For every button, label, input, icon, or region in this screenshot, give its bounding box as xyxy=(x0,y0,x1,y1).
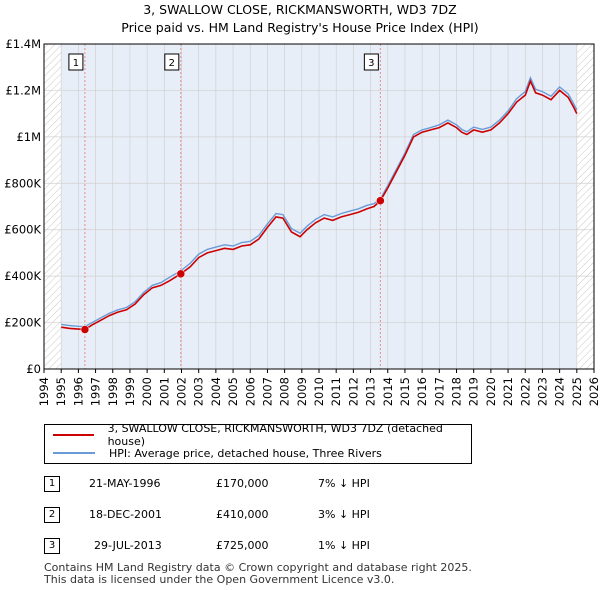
x-tick-label: 2008 xyxy=(278,377,292,406)
legend-label-property: 3, SWALLOW CLOSE, RICKMANSWORTH, WD3 7DZ… xyxy=(107,422,443,448)
property-price-line xyxy=(61,78,578,331)
x-tick-label: 2006 xyxy=(243,377,257,406)
y-tick-label: £400K xyxy=(4,269,41,283)
sale-label-number: 1 xyxy=(73,58,79,69)
transaction-hpi-diff: 7% ↓ HPI xyxy=(318,477,370,490)
transaction-hpi-diff: 3% ↓ HPI xyxy=(318,508,370,521)
legend-swatch-hpi xyxy=(53,452,95,454)
x-tick-label: 1994 xyxy=(37,377,51,406)
y-tick-label: £200K xyxy=(4,316,41,330)
hpi-line xyxy=(61,75,578,328)
y-tick-label: £1.2M xyxy=(5,83,41,97)
sale-point xyxy=(80,325,90,334)
x-tick-label: 2010 xyxy=(312,377,326,406)
y-tick-label: £1.4M xyxy=(5,37,41,51)
y-tick-label: £600K xyxy=(4,223,41,237)
x-tick-label: 1998 xyxy=(106,377,120,406)
sale-point xyxy=(176,269,186,279)
legend-label-hpi: HPI: Average price, detached house, Thre… xyxy=(109,446,382,460)
x-tick-label: 2012 xyxy=(346,377,360,406)
x-tick-label: 2007 xyxy=(260,377,274,406)
sale-label-box xyxy=(68,53,84,71)
x-tick-label: 1997 xyxy=(89,377,103,406)
sale-label-box xyxy=(164,53,180,71)
x-tick-label: 2001 xyxy=(157,377,171,406)
transaction-number-badge: 2 xyxy=(44,507,60,523)
x-tick-label: 2005 xyxy=(226,377,240,406)
legend-swatch-property xyxy=(53,434,94,436)
y-tick-label: £1M xyxy=(16,130,41,144)
x-tick-label: 2024 xyxy=(553,377,567,406)
x-tick-label: 2004 xyxy=(209,377,223,406)
x-tick-label: 2026 xyxy=(587,377,600,406)
transaction-price: £725,000 xyxy=(216,539,269,552)
x-tick-label: 2009 xyxy=(295,377,309,406)
x-tick-label: 2002 xyxy=(175,377,189,406)
chart-title-line1: 3, SWALLOW CLOSE, RICKMANSWORTH, WD3 7DZ xyxy=(143,2,457,17)
table-row: 3 29-JUL-2013 £725,000 1% ↓ HPI xyxy=(0,536,600,556)
x-tick-label: 2015 xyxy=(398,377,412,406)
legend-item-property: 3, SWALLOW CLOSE, RICKMANSWORTH, WD3 7DZ… xyxy=(53,422,471,448)
x-tick-label: 2023 xyxy=(535,377,549,406)
x-tick-label: 1999 xyxy=(123,377,137,406)
x-tick-label: 2021 xyxy=(501,377,515,406)
x-tick-label: 2003 xyxy=(192,377,206,406)
sale-label-number: 3 xyxy=(368,58,374,69)
x-tick-label: 2013 xyxy=(364,377,378,406)
y-tick-label: £800K xyxy=(4,176,41,190)
x-tick-label: 2000 xyxy=(140,377,154,406)
legend: 3, SWALLOW CLOSE, RICKMANSWORTH, WD3 7DZ… xyxy=(44,422,472,464)
sale-point xyxy=(376,196,385,205)
transaction-number-badge: 3 xyxy=(44,538,60,554)
transaction-date: 21-MAY-1996 xyxy=(89,477,161,490)
x-tick-label: 2014 xyxy=(381,377,395,406)
x-tick-label: 2017 xyxy=(432,377,446,406)
x-tick-label: 2025 xyxy=(570,377,584,406)
table-row: 1 21-MAY-1996 £170,000 7% ↓ HPI xyxy=(0,474,600,494)
x-tick-label: 2018 xyxy=(450,377,464,406)
plot-border xyxy=(43,43,595,370)
transaction-hpi-diff: 1% ↓ HPI xyxy=(318,539,370,552)
footer-copyright: Contains HM Land Registry data © Crown c… xyxy=(44,561,472,574)
table-row: 2 18-DEC-2001 £410,000 3% ↓ HPI xyxy=(0,505,600,525)
legend-item-hpi: HPI: Average price, detached house, Thre… xyxy=(53,444,382,462)
x-tick-label: 2020 xyxy=(484,377,498,406)
sale-label-box xyxy=(363,53,379,71)
x-tick-label: 2019 xyxy=(467,377,481,406)
sale-label-number: 2 xyxy=(169,58,175,69)
transaction-price: £170,000 xyxy=(216,477,269,490)
transaction-date: 29-JUL-2013 xyxy=(94,539,162,552)
transaction-number-badge: 1 xyxy=(44,476,60,492)
x-tick-label: 1996 xyxy=(71,377,85,406)
x-tick-label: 2011 xyxy=(329,377,343,406)
x-tick-label: 1995 xyxy=(54,377,68,406)
hatched-region-before xyxy=(44,44,62,369)
transaction-price: £410,000 xyxy=(216,508,269,521)
transaction-date: 18-DEC-2001 xyxy=(89,508,163,521)
x-tick-label: 2016 xyxy=(415,377,429,406)
x-tick-label: 2022 xyxy=(518,377,532,406)
y-tick-label: £0 xyxy=(26,362,41,376)
footer-licence: This data is licensed under the Open Gov… xyxy=(44,573,395,586)
hatched-region-after xyxy=(576,44,594,369)
chart-title-line2: Price paid vs. HM Land Registry's House … xyxy=(121,20,479,35)
